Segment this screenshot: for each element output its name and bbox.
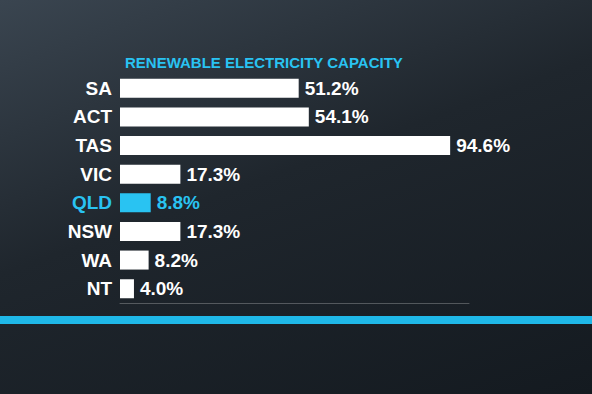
svg-text:8.8%: 8.8% xyxy=(157,192,200,213)
svg-text:WA: WA xyxy=(81,250,112,271)
svg-text:RENEWABLE ELECTRICITY CAPACITY: RENEWABLE ELECTRICITY CAPACITY xyxy=(125,54,403,71)
svg-text:54.1%: 54.1% xyxy=(315,106,369,127)
svg-text:51.2%: 51.2% xyxy=(305,78,359,99)
svg-text:NT: NT xyxy=(87,278,113,299)
svg-text:17.3%: 17.3% xyxy=(186,221,240,242)
svg-text:SA: SA xyxy=(86,78,113,99)
svg-text:VIC: VIC xyxy=(80,164,112,185)
svg-text:TAS: TAS xyxy=(75,135,112,156)
svg-text:4.0%: 4.0% xyxy=(140,278,183,299)
svg-text:NSW: NSW xyxy=(68,221,112,242)
svg-text:8.2%: 8.2% xyxy=(155,250,198,271)
svg-text:17.3%: 17.3% xyxy=(186,164,240,185)
svg-text:94.6%: 94.6% xyxy=(456,135,510,156)
svg-text:ACT: ACT xyxy=(73,106,112,127)
svg-text:QLD: QLD xyxy=(72,192,112,213)
